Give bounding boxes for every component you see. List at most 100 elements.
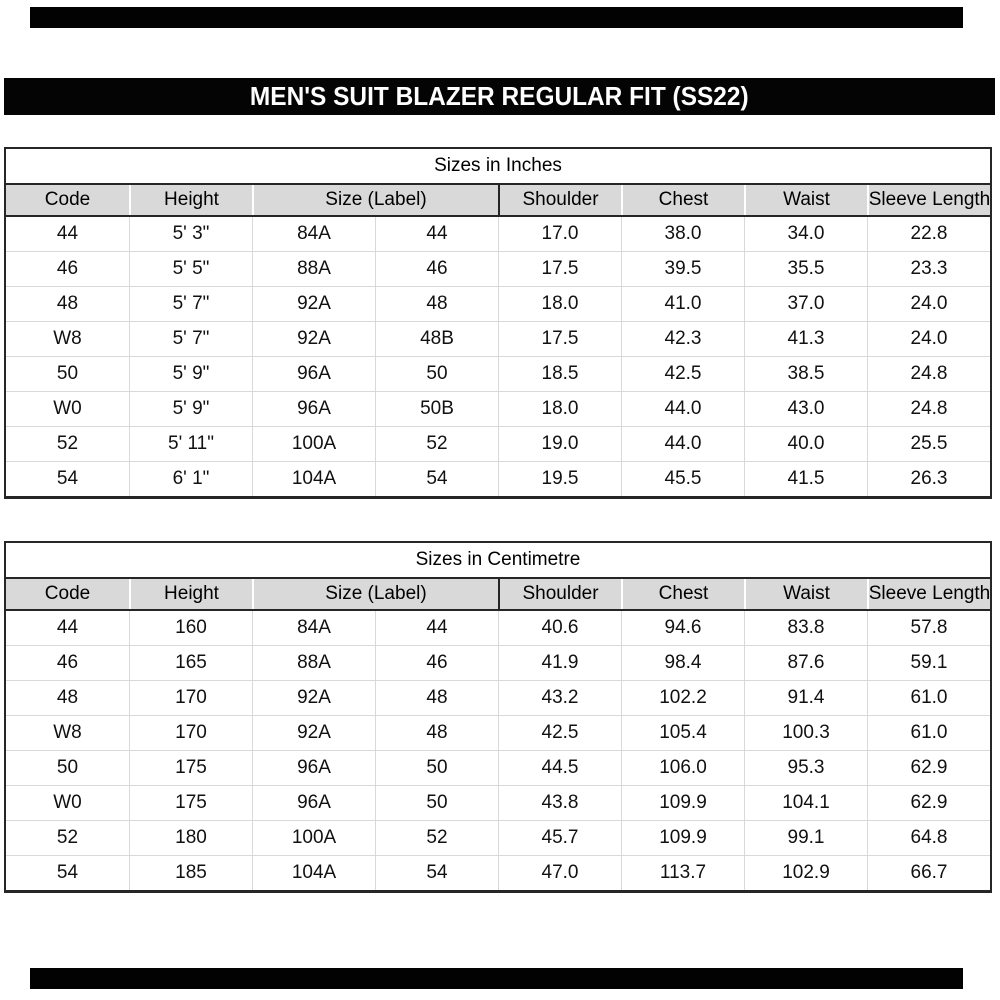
table-cell: 104.1: [744, 786, 867, 820]
table-cell: 42.3: [621, 322, 744, 356]
column-header: Waist: [744, 185, 867, 215]
table-cell: 44: [375, 217, 498, 251]
table-cell: 100A: [252, 427, 375, 461]
table-title: Sizes in Inches: [6, 149, 990, 183]
table-row: 52 180 100A 52 45.7 109.9 99.1 64.8: [6, 820, 990, 855]
table-cell: 23.3: [867, 252, 990, 286]
table-cell: 100.3: [744, 716, 867, 750]
table-cell: 5' 9": [129, 357, 252, 391]
table-cell: 24.0: [867, 287, 990, 321]
table-cell: W8: [53, 328, 82, 349]
table-cell: 92A: [252, 681, 375, 715]
table-cell: 38.0: [621, 217, 744, 251]
table-cell: 41.5: [744, 462, 867, 496]
table-cell: 5' 7": [129, 322, 252, 356]
table-header-row: Code Height Size (Label) Shoulder Chest Waist…: [6, 577, 990, 611]
table-cell: 61.0: [867, 716, 990, 750]
table-cell: 43.8: [498, 786, 621, 820]
table-cell: 54: [375, 856, 498, 890]
table-cell: 41.9: [498, 646, 621, 680]
table-cell: 99.1: [744, 821, 867, 855]
table-cell: 42.5: [621, 357, 744, 391]
table-cell: W0: [53, 792, 82, 813]
table-cell: 96A: [252, 786, 375, 820]
table-cell: 84A: [252, 217, 375, 251]
table-row: 50 175 96A 50 44.5 106.0 95.3 62.9: [6, 750, 990, 785]
table-cell: 17.5: [498, 252, 621, 286]
column-header: Sleeve Length: [867, 579, 990, 609]
table-cell: 46: [56, 652, 79, 673]
table-cell: 48: [375, 716, 498, 750]
table-cell: 24.8: [867, 357, 990, 391]
table-cell: 46: [56, 258, 79, 279]
table-cell: 38.5: [744, 357, 867, 391]
table-cell: 102.2: [621, 681, 744, 715]
table-cell: 42.5: [498, 716, 621, 750]
table-row: W0 5' 9" 96A 50B 18.0 44.0 43.0 24.8: [6, 391, 990, 426]
table-row: 44 160 84A 44 40.6 94.6 83.8 57.8: [6, 611, 990, 645]
table-cell: 25.5: [867, 427, 990, 461]
column-header: Height: [129, 185, 252, 215]
table-title: Sizes in Centimetre: [6, 543, 990, 577]
table-cell: 48: [375, 287, 498, 321]
table-cell: 6' 1": [129, 462, 252, 496]
table-cell: 18.0: [498, 392, 621, 426]
column-header: Code: [44, 583, 91, 604]
table-cell: 50: [56, 757, 79, 778]
table-row: 48 170 92A 48 43.2 102.2 91.4 61.0: [6, 680, 990, 715]
table-cell: 64.8: [867, 821, 990, 855]
chart-title-banner: MEN'S SUIT BLAZER REGULAR FIT (SS22): [4, 78, 995, 115]
table-cell: 41.3: [744, 322, 867, 356]
table-cell: 84A: [252, 611, 375, 645]
redaction-bar-bottom: [30, 968, 963, 989]
table-cell: 34.0: [744, 217, 867, 251]
table-row: 50 5' 9" 96A 50 18.5 42.5 38.5 24.8: [6, 356, 990, 391]
column-header: Size (Label): [252, 579, 498, 609]
table-cell: 104A: [252, 856, 375, 890]
table-cell: 44.0: [621, 392, 744, 426]
table-cell: 22.8: [867, 217, 990, 251]
table-cell: 24.8: [867, 392, 990, 426]
table-cell: W8: [53, 722, 82, 743]
table-cell: 41.0: [621, 287, 744, 321]
table-cell: 24.0: [867, 322, 990, 356]
table-cell: 59.1: [867, 646, 990, 680]
table-cell: 54: [56, 468, 79, 489]
table-cell: 160: [129, 611, 252, 645]
table-cell: 44.0: [621, 427, 744, 461]
table-cell: 94.6: [621, 611, 744, 645]
table-cell: 105.4: [621, 716, 744, 750]
table-cell: 92A: [252, 287, 375, 321]
table-row: W0 175 96A 50 43.8 109.9 104.1 62.9: [6, 785, 990, 820]
table-cell: 46: [375, 646, 498, 680]
table-cell: 44.5: [498, 751, 621, 785]
table-cell: 26.3: [867, 462, 990, 496]
table-cell: 54: [375, 462, 498, 496]
table-cell: 48: [56, 687, 79, 708]
column-header: Sleeve Length: [867, 185, 990, 215]
table-cell: 5' 9": [129, 392, 252, 426]
table-cell: 48: [56, 293, 79, 314]
table-cell: 43.0: [744, 392, 867, 426]
table-cell: 5' 3": [129, 217, 252, 251]
table-cell: 5' 5": [129, 252, 252, 286]
column-header: Chest: [621, 185, 744, 215]
table-cell: 104A: [252, 462, 375, 496]
table-cell: 52: [375, 427, 498, 461]
table-row: 54 185 104A 54 47.0 113.7 102.9 66.7: [6, 855, 990, 890]
table-cell: 50B: [375, 392, 498, 426]
table-cell: 18.0: [498, 287, 621, 321]
column-header: Code: [44, 189, 91, 210]
table-cell: 62.9: [867, 751, 990, 785]
column-header: Height: [129, 579, 252, 609]
table-row: 54 6' 1" 104A 54 19.5 45.5 41.5 26.3: [6, 461, 990, 496]
table-cell: 45.5: [621, 462, 744, 496]
table-cell: 44: [56, 617, 79, 638]
table-cell: 46: [375, 252, 498, 286]
column-header: Shoulder: [498, 185, 621, 215]
table-cell: 19.5: [498, 462, 621, 496]
table-cell: 62.9: [867, 786, 990, 820]
table-cell: 43.2: [498, 681, 621, 715]
column-header: Waist: [744, 579, 867, 609]
column-header: Chest: [621, 579, 744, 609]
